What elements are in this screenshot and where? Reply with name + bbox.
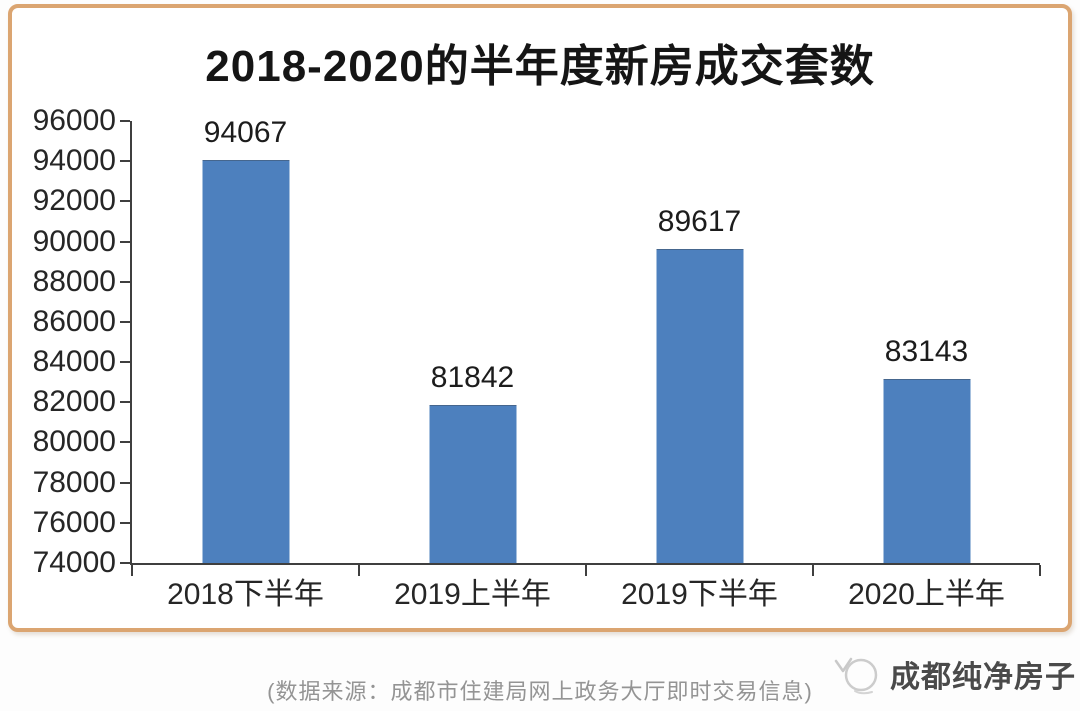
chart-title: 2018-2020的半年度新房成交套数 [205,42,875,91]
y-tick-mark [120,401,130,404]
y-tick-label: 82000 [32,385,116,419]
bar: 94067 [202,117,289,563]
y-axis-labels: 96000 94000 92000 90000 88000 86000 84000 82000… [12,106,116,578]
bar-value-label: 83143 [884,335,969,369]
x-axis-label: 2018下半年 [167,578,324,611]
y-tick-mark [120,320,130,323]
bar-slot: 94067 2018下半年 [132,117,359,609]
chart-card: 2018-2020的半年度新房成交套数 96000 94000 92000 90000… [8,4,1072,632]
bar: 83143 [883,337,970,563]
y-tick-mark [120,481,130,484]
y-tick-label: 80000 [32,425,116,459]
bar: 89617 [656,207,743,563]
bird-doodle-icon [832,651,886,697]
x-axis-label: 2019上半年 [394,578,551,611]
source-note: (数据来源：成都市住建局网上政务大厅即时交易信息) [267,679,813,704]
y-tick-label: 84000 [32,345,116,379]
y-tick-mark [120,521,130,524]
y-tick-mark [120,120,130,122]
y-tick-label: 88000 [32,264,116,298]
y-tick-label: 92000 [32,184,116,218]
bar-value-label: 89617 [657,205,742,239]
x-tick-mark [585,565,587,576]
bar: 81842 [429,363,516,563]
x-tick-mark [812,565,814,576]
y-tick-mark [120,200,130,203]
y-tick-label: 96000 [32,104,116,137]
y-tick-label: 94000 [32,144,116,178]
plot-area: 94067 2018下半年 81842 2019上半年 89617 2019下半年 8314… [120,117,1041,610]
y-tick-mark [120,562,130,564]
y-tick-mark [120,240,130,243]
y-tick-mark [120,160,130,163]
brand-watermark: 成都纯净房子 [832,646,1076,702]
y-tick-label: 78000 [32,465,116,499]
y-tick-mark [120,280,130,283]
bar-slot: 83143 2020上半年 [813,121,1040,610]
y-tick-label: 90000 [32,224,116,258]
bar-value-label: 81842 [430,361,515,395]
x-tick-mark [358,565,360,576]
x-tick-mark [131,565,133,576]
brand-name: 成都纯净房子 [890,661,1076,694]
y-tick-label: 76000 [32,505,116,539]
y-tick-mark [120,441,130,444]
x-axis-label: 2019下半年 [621,578,778,611]
bar-slot: 81842 2019上半年 [359,121,586,610]
x-axis-label: 2020上半年 [848,578,1005,611]
y-tick-label: 74000 [32,546,116,579]
bar-slot: 89617 2019下半年 [586,121,813,610]
y-tick-label: 86000 [32,304,116,338]
x-tick-mark [1039,565,1041,576]
y-tick-mark [120,361,130,364]
bar-value-label: 94067 [203,115,288,149]
